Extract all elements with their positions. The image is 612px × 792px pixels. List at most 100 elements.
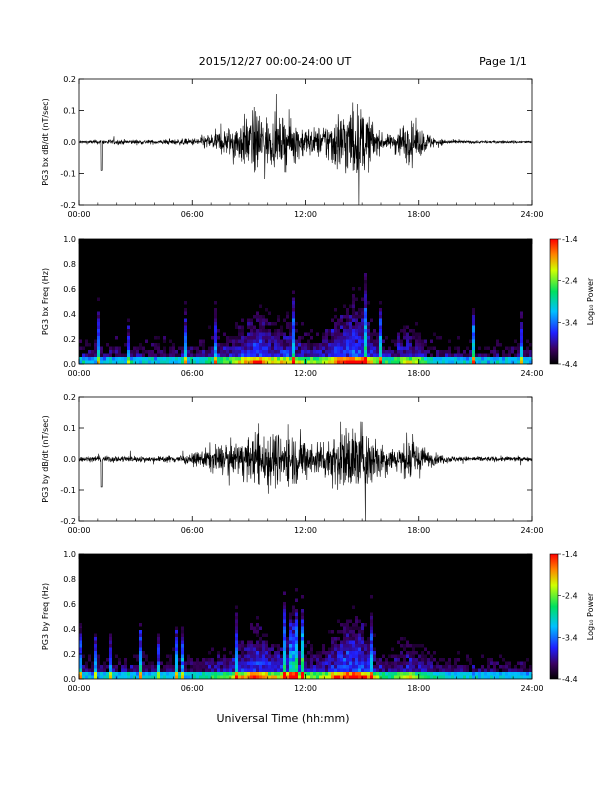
- spectrogram-cell: [262, 360, 265, 364]
- spectrogram-cell: [130, 665, 133, 669]
- spectrogram-cell: [478, 668, 481, 672]
- spectrogram-cell: [286, 322, 289, 326]
- spectrogram-cell: [415, 353, 418, 357]
- spectrogram-cell: [352, 329, 355, 333]
- spectrogram-cell: [409, 651, 412, 655]
- spectrogram-cell: [421, 654, 424, 658]
- spectrogram-cell: [253, 329, 256, 333]
- spectrogram-cell: [139, 630, 142, 634]
- x-tick-label: 18:00: [407, 210, 430, 219]
- spectrogram-cell: [190, 357, 193, 361]
- spectrogram-cell: [262, 665, 265, 669]
- spectrogram-cell: [253, 360, 256, 364]
- spectrogram-cell: [466, 668, 469, 672]
- spectrogram-cell: [397, 672, 400, 676]
- spectrogram-cell: [355, 668, 358, 672]
- spectrogram-cell: [97, 360, 100, 364]
- spectrogram-cell: [208, 346, 211, 350]
- spectrogram-cell: [283, 332, 286, 336]
- spectrogram-cell: [484, 672, 487, 676]
- spectrogram-cell: [253, 357, 256, 361]
- spectrogram-cell: [325, 329, 328, 333]
- spectrogram-cell: [298, 651, 301, 655]
- spectrogram-cell: [352, 339, 355, 343]
- spectrogram-cell: [244, 350, 247, 354]
- spectrogram-cell: [364, 311, 367, 315]
- spectrogram-cell: [451, 357, 454, 361]
- spectrogram-cell: [361, 668, 364, 672]
- colorbar: [549, 553, 559, 680]
- spectrogram-cell: [289, 630, 292, 634]
- spectrogram-cell: [331, 658, 334, 662]
- spectrogram-cell: [259, 675, 262, 679]
- spectrogram-cell: [79, 672, 82, 676]
- spectrogram-cell: [283, 633, 286, 637]
- spectrogram-cell: [262, 658, 265, 662]
- spectrogram-cell: [472, 357, 475, 361]
- spectrogram-cell: [454, 353, 457, 357]
- spectrogram-cell: [262, 644, 265, 648]
- spectrogram-cell: [349, 304, 352, 308]
- spectrogram-cell: [364, 325, 367, 329]
- spectrogram-cell: [286, 325, 289, 329]
- spectrogram-cell: [379, 668, 382, 672]
- spectrogram-cell: [307, 658, 310, 662]
- spectrogram-cell: [238, 329, 241, 333]
- spectrogram-cell: [331, 654, 334, 658]
- spectrogram-cell: [292, 332, 295, 336]
- spectrogram-cell: [490, 661, 493, 665]
- spectrogram-cell: [268, 346, 271, 350]
- spectrogram-cell: [286, 339, 289, 343]
- spectrogram-cell: [304, 332, 307, 336]
- spectrogram-cell: [259, 315, 262, 319]
- spectrogram-cell: [157, 644, 160, 648]
- spectrogram-cell: [400, 661, 403, 665]
- spectrogram-cell: [367, 339, 370, 343]
- spectrogram-cell: [400, 665, 403, 669]
- spectrogram-cell: [178, 346, 181, 350]
- spectrogram-cell: [283, 630, 286, 634]
- spectrogram-cell: [487, 665, 490, 669]
- spectrogram-cell: [169, 346, 172, 350]
- spectrogram-cell: [517, 350, 520, 354]
- spectrogram-cell: [295, 651, 298, 655]
- spectrogram-cell: [292, 290, 295, 294]
- spectrogram-cell: [433, 675, 436, 679]
- spectrogram-cell: [175, 644, 178, 648]
- spectrogram-cell: [277, 336, 280, 340]
- spectrogram-cell: [142, 360, 145, 364]
- spectrogram-cell: [409, 658, 412, 662]
- spectrogram-cell: [361, 647, 364, 651]
- spectrogram-cell: [292, 343, 295, 347]
- spectrogram-cell: [271, 658, 274, 662]
- spectrogram-cell: [340, 675, 343, 679]
- spectrogram-cell: [232, 675, 235, 679]
- spectrogram-cell: [520, 672, 523, 676]
- spectrogram-cell: [292, 633, 295, 637]
- spectrogram-cell: [121, 675, 124, 679]
- spectrogram-cell: [232, 339, 235, 343]
- page-indicator: Page 1/1: [479, 55, 527, 68]
- spectrogram-cell: [298, 343, 301, 347]
- spectrogram-cell: [202, 339, 205, 343]
- spectrogram-cell: [349, 357, 352, 361]
- spectrogram-cell: [514, 339, 517, 343]
- spectrogram-cell: [370, 339, 373, 343]
- spectrogram-cell: [358, 630, 361, 634]
- spectrogram-cell: [97, 322, 100, 326]
- spectrogram-cell: [403, 654, 406, 658]
- spectrogram-cell: [256, 644, 259, 648]
- spectrogram-cell: [127, 346, 130, 350]
- spectrogram-cell: [241, 668, 244, 672]
- spectrogram-cell: [520, 339, 523, 343]
- spectrogram-cell: [325, 336, 328, 340]
- spectrogram-cell: [367, 360, 370, 364]
- spectrogram-cell: [424, 654, 427, 658]
- spectrogram-cell: [259, 672, 262, 676]
- spectrogram-cell: [208, 360, 211, 364]
- spectrogram-cell: [247, 332, 250, 336]
- spectrogram-cell: [163, 675, 166, 679]
- spectrogram-cell: [250, 675, 253, 679]
- spectrogram-cell: [304, 665, 307, 669]
- spectrogram-cell: [238, 343, 241, 347]
